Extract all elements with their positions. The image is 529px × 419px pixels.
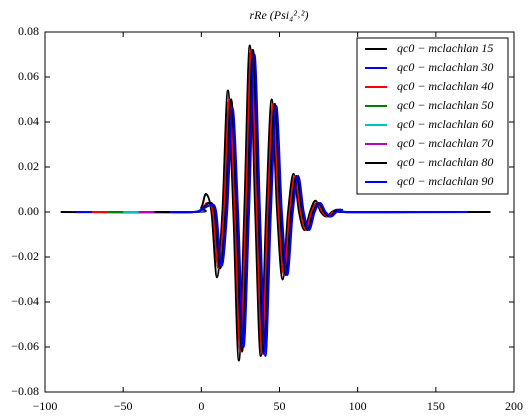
chart-title: rRe (Psi₄²˒²) [249, 8, 308, 22]
legend-label: qc0 − mclachlan 40 [397, 79, 493, 93]
y-tick-label: 0.00 [18, 204, 39, 218]
x-tick-label: 100 [349, 399, 367, 413]
y-tick-label: 0.02 [18, 159, 39, 173]
legend-label: qc0 − mclachlan 50 [397, 98, 493, 112]
y-tick-label: −0.06 [11, 339, 39, 353]
y-tick-label: −0.08 [11, 384, 39, 398]
legend: qc0 − mclachlan 15 qc0 − mclachlan 30 qc0 … [356, 37, 509, 195]
legend-label: qc0 − mclachlan 30 [397, 60, 493, 74]
legend-label: qc0 − mclachlan 15 [397, 41, 493, 55]
y-tick-label: 0.08 [18, 24, 39, 38]
series-line [170, 53, 468, 358]
series-line [154, 48, 491, 355]
x-tick-label: 200 [505, 399, 523, 413]
legend-label: qc0 − mclachlan 80 [397, 155, 493, 169]
y-tick-label: 0.06 [18, 69, 39, 83]
x-tick-label: −50 [114, 399, 133, 413]
x-tick-label: 0 [198, 399, 204, 413]
y-tick-label: −0.04 [11, 294, 39, 308]
y-tick-label: 0.04 [18, 114, 39, 128]
x-tick-label: −100 [33, 399, 58, 413]
legend-label: qc0 − mclachlan 90 [397, 174, 493, 188]
legend-box [356, 37, 509, 195]
legend-label: qc0 − mclachlan 60 [397, 117, 493, 131]
x-tick-label: 50 [274, 399, 286, 413]
x-tick-label: 150 [427, 399, 445, 413]
y-tick-label: −0.02 [11, 249, 39, 263]
legend-label: qc0 − mclachlan 70 [397, 136, 493, 150]
